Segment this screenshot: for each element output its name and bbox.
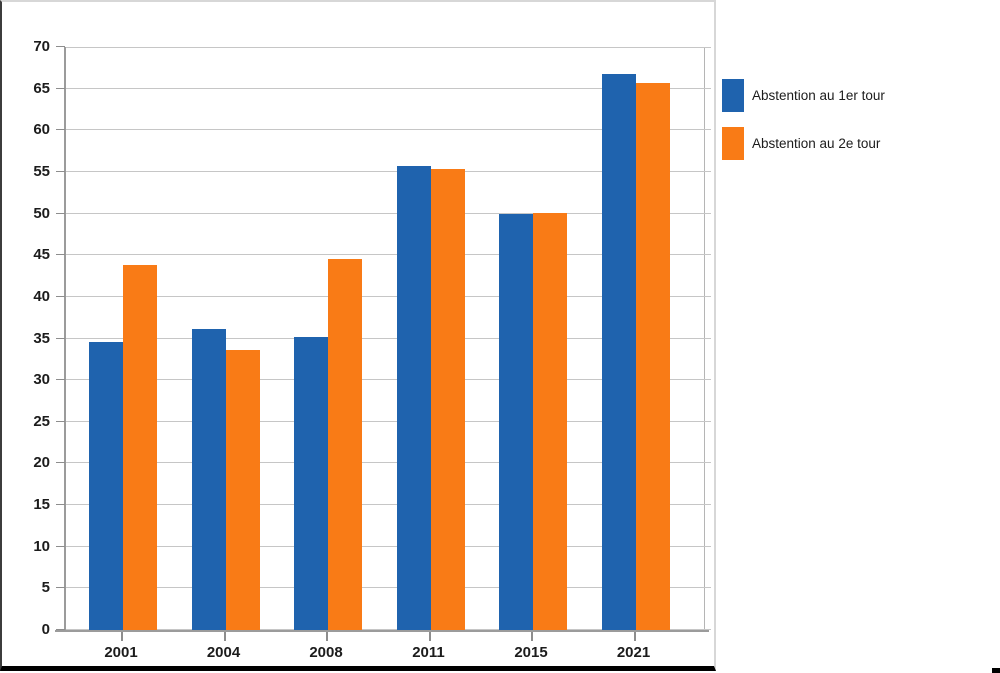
- y-axis-tick-label: 30: [33, 371, 50, 389]
- y-axis-tick-label: 10: [33, 537, 50, 555]
- x-tick-2021: [633, 632, 636, 641]
- legend-entry-2e-tour: Abstention au 2e tour: [722, 127, 885, 160]
- y-tick-10: [56, 545, 65, 547]
- legend-label: Abstention au 1er tour: [752, 88, 885, 103]
- bar-2015-series-1: [499, 214, 533, 630]
- x-axis-tick-label: 2021: [616, 644, 651, 661]
- x-tick-2004: [223, 632, 226, 641]
- y-axis-tick-label: 55: [33, 162, 50, 180]
- y-tick-25: [56, 420, 65, 422]
- gridline-55: [66, 170, 711, 172]
- gridline-45: [66, 254, 711, 256]
- y-tick-0: [56, 629, 65, 630]
- y-tick-70: [56, 46, 65, 47]
- gridline-40: [66, 295, 711, 297]
- legend-label: Abstention au 2e tour: [752, 136, 881, 151]
- bar-2008-series-2: [328, 258, 362, 630]
- y-tick-20: [56, 462, 65, 464]
- gridline-25: [66, 420, 711, 422]
- chart-legend: Abstention au 1er tour Abstention au 2e …: [722, 79, 885, 175]
- y-axis-tick-label: 5: [41, 579, 50, 597]
- bar-2021-series-2: [635, 82, 670, 630]
- bar-2015-series-2: [533, 212, 567, 630]
- gridline-50: [66, 212, 711, 214]
- y-tick-60: [56, 129, 65, 131]
- bar-2011-series-2: [430, 168, 465, 630]
- chart-panel: 0 5 10 15 20 25 30 35 40 45 50 55 60 65 70 2001 2004 200…: [0, 0, 716, 671]
- y-tick-5: [56, 587, 65, 589]
- y-axis-tick-label: 65: [33, 79, 50, 97]
- y-tick-40: [56, 295, 65, 297]
- artifact-dot: [992, 668, 1000, 673]
- legend-entry-1er-tour: Abstention au 1er tour: [722, 79, 885, 112]
- gridline-0: [66, 629, 711, 630]
- x-tick-2015: [531, 632, 533, 641]
- gridline-65: [66, 87, 711, 89]
- x-axis-tick-label: 2004: [206, 644, 241, 661]
- bar-2011-series-1: [396, 166, 431, 630]
- gridline-30: [66, 379, 711, 381]
- x-axis-tick-label: 2011: [412, 644, 445, 661]
- gridline-70: [66, 47, 711, 48]
- legend-swatch-blue: [722, 79, 744, 112]
- y-tick-30: [56, 379, 65, 381]
- gridline-15: [66, 504, 711, 506]
- x-tick-2011: [428, 632, 431, 641]
- bar-2004-series-2: [225, 350, 260, 630]
- y-axis-tick-label: 60: [33, 121, 50, 139]
- y-axis-tick-label: 40: [33, 287, 50, 305]
- legend-swatch-orange: [722, 127, 744, 160]
- y-axis-tick-label: 20: [33, 454, 50, 472]
- y-axis-tick-label: 35: [33, 329, 50, 347]
- gridline-5: [66, 587, 711, 589]
- y-axis-tick-label: 0: [41, 621, 50, 638]
- y-axis-tick-label: 45: [33, 246, 50, 264]
- bar-2021-series-1: [601, 74, 636, 630]
- y-axis-tick-label: 50: [33, 204, 50, 222]
- y-tick-35: [56, 337, 65, 339]
- y-tick-50: [56, 212, 65, 214]
- gridline-60: [66, 129, 711, 131]
- bar-2001-series-2: [123, 265, 157, 630]
- y-axis-tick-label: 25: [33, 412, 50, 430]
- y-tick-65: [56, 87, 65, 89]
- y-axis-tick-label: 15: [33, 496, 50, 514]
- x-axis-tick-label: 2015: [514, 644, 548, 661]
- bar-2008-series-1: [294, 336, 328, 630]
- bar-2001-series-1: [89, 341, 123, 630]
- x-tick-2001: [121, 632, 123, 641]
- y-axis-tick-label: 70: [33, 38, 50, 55]
- x-axis-line: [55, 630, 709, 632]
- gridline-10: [66, 545, 711, 547]
- plot-area: [56, 46, 711, 630]
- gridline-35: [66, 337, 711, 339]
- x-axis-tick-label: 2001: [104, 644, 138, 661]
- x-tick-2008: [326, 632, 328, 641]
- bar-2004-series-1: [191, 329, 226, 630]
- y-tick-55: [56, 170, 65, 172]
- x-axis-tick-label: 2008: [309, 644, 343, 661]
- y-tick-45: [56, 254, 65, 256]
- gridline-20: [66, 462, 711, 464]
- y-tick-15: [56, 504, 65, 506]
